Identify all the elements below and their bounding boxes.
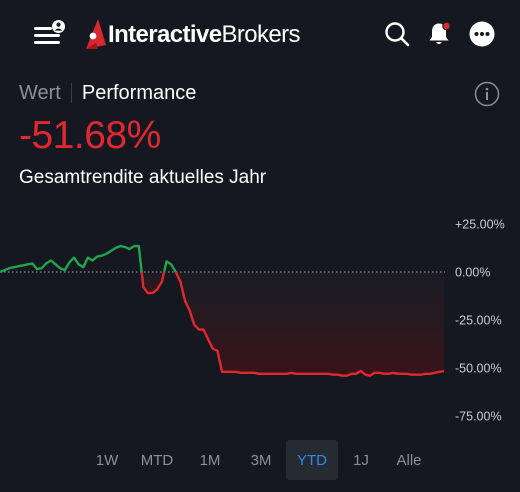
performance-value: -51.68%	[19, 114, 161, 157]
tab-performance[interactable]: Performance	[81, 81, 197, 104]
search-icon	[385, 22, 410, 47]
logo-mark-icon	[86, 19, 106, 49]
more-icon	[469, 21, 495, 47]
range-alle[interactable]: Alle	[396, 451, 422, 469]
notifications-button[interactable]	[425, 20, 453, 48]
tab-wert[interactable]: Wert	[19, 81, 61, 104]
menu-icon-bar	[34, 27, 52, 30]
positive-series-line	[0, 244, 143, 274]
info-button[interactable]	[474, 81, 500, 107]
notification-dot	[443, 22, 450, 30]
y-tick-label: -25.00%	[455, 314, 502, 328]
y-tick-label: -75.00%	[455, 410, 502, 424]
range-ytd[interactable]: YTD	[286, 440, 338, 480]
brand-name: InteractiveBrokers	[108, 21, 301, 49]
range-1w[interactable]: 1W	[95, 451, 119, 469]
range-mtd[interactable]: MTD	[140, 451, 174, 469]
y-tick-label: 0.00%	[455, 266, 490, 280]
negative-area-fill	[141, 272, 165, 294]
brand-logo: InteractiveBrokers	[84, 18, 301, 52]
negative-series-line	[140, 271, 166, 295]
y-tick-label: +25.00%	[455, 218, 505, 232]
search-button[interactable]	[383, 20, 411, 48]
more-button[interactable]	[468, 20, 496, 48]
performance-label: Gesamtrendite aktuelles Jahr	[19, 167, 267, 188]
negative-area-fill	[175, 272, 445, 376]
tab-divider	[70, 83, 72, 103]
menu-icon-bar	[34, 34, 60, 37]
brand-name-regular: Brokers	[221, 21, 300, 48]
menu-button[interactable]	[34, 20, 70, 50]
app-header: InteractiveBrokers	[0, 0, 520, 72]
range-selector: 1W MTD 1M 3M YTD 1J Alle	[84, 440, 434, 480]
negative-series-line	[174, 271, 445, 377]
brand-name-bold: Interactive	[108, 21, 222, 48]
range-3m[interactable]: 3M	[250, 451, 272, 469]
performance-chart[interactable]: +25.00% 0.00% -25.00% -50.00% -75.00%	[0, 210, 520, 435]
info-icon	[474, 81, 500, 107]
view-tabs: Wert Performance	[19, 81, 196, 105]
bell-icon	[429, 21, 451, 44]
range-1m[interactable]: 1M	[199, 451, 221, 469]
positive-series-line	[162, 260, 177, 273]
range-1j[interactable]: 1J	[353, 451, 369, 469]
menu-icon-bar	[34, 41, 60, 44]
y-tick-label: -50.00%	[455, 362, 502, 376]
user-icon	[52, 20, 65, 33]
